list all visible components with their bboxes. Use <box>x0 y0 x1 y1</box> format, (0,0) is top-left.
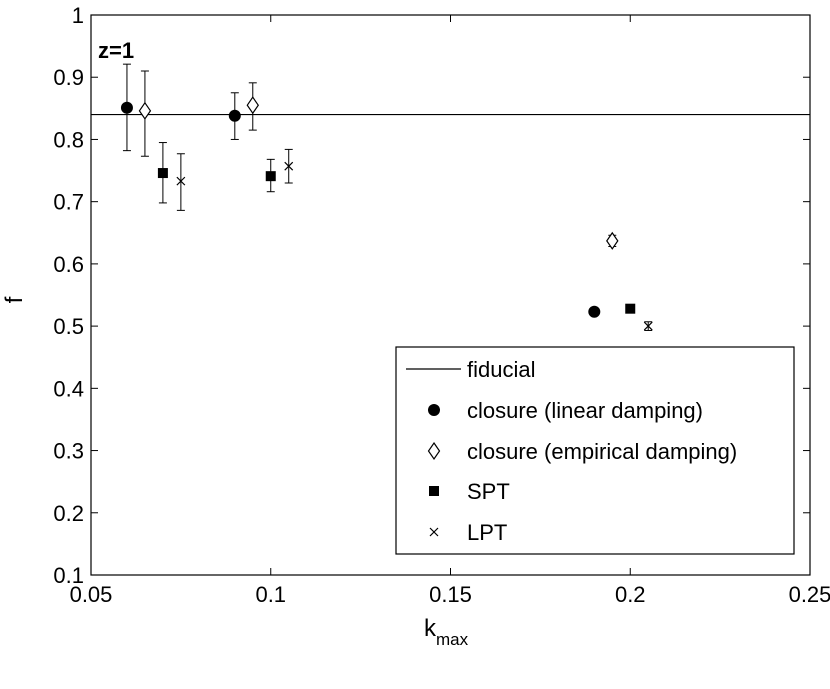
data-point <box>643 321 653 331</box>
y-tick-label: 0.9 <box>53 65 84 90</box>
axis-ticks: 0.05 0.1 0.15 0.2 0.250.10.20.30.40.50.60.70… <box>53 3 830 607</box>
point-marker <box>588 305 601 318</box>
point-marker <box>284 161 294 171</box>
data-point <box>157 142 168 204</box>
data-point <box>625 303 636 314</box>
data-point <box>228 92 241 140</box>
legend-label: closure (empirical damping) <box>467 439 737 464</box>
y-tick-label: 0.8 <box>53 127 84 152</box>
point-marker <box>625 303 636 314</box>
data-point <box>120 63 133 152</box>
point-marker <box>643 321 653 331</box>
x-tick-label: 0.25 <box>789 582 830 607</box>
data-point <box>588 305 601 318</box>
legend-label: closure (linear damping) <box>467 398 703 423</box>
y-tick-label: 0.6 <box>53 252 84 277</box>
point-marker <box>246 96 260 115</box>
data-points <box>120 63 653 331</box>
y-tick-label: 0.7 <box>53 190 84 215</box>
y-tick-label: 0.4 <box>53 376 84 401</box>
legend: fiducial closure (linear damping) closure … <box>395 346 795 555</box>
legend-label: fiducial <box>467 357 535 382</box>
point-marker <box>157 168 168 179</box>
y-tick-label: 0.2 <box>53 501 84 526</box>
point-marker <box>138 101 152 120</box>
y-tick-label: 0.1 <box>53 563 84 588</box>
legend-swatch <box>429 486 439 496</box>
x-axis-label-sub: max <box>436 630 469 649</box>
legend-swatch <box>427 441 441 461</box>
y-tick-label: 0.5 <box>53 314 84 339</box>
data-point <box>246 82 260 131</box>
x-tick-label: 0.05 <box>70 582 113 607</box>
point-marker <box>120 101 133 114</box>
annotation-label: z=1 <box>98 38 134 63</box>
data-point <box>138 70 152 157</box>
y-tick-label: 0.3 <box>53 439 84 464</box>
data-point <box>606 231 619 250</box>
legend-items: fiducial closure (linear damping) closure … <box>406 357 737 545</box>
legend-label: LPT <box>467 520 507 545</box>
legend-label: SPT <box>467 479 510 504</box>
point-marker <box>606 231 619 250</box>
x-axis-label: kmax <box>424 615 469 649</box>
legend-swatch <box>428 404 440 416</box>
x-axis-label-base: k <box>424 615 437 642</box>
point-marker <box>265 171 276 182</box>
data-point <box>265 158 276 193</box>
point-marker <box>228 109 241 122</box>
y-axis-label: f <box>1 296 28 303</box>
legend-box <box>395 346 795 555</box>
x-tick-label: 0.2 <box>615 582 646 607</box>
x-tick-label: 0.1 <box>255 582 286 607</box>
x-tick-label: 0.15 <box>429 582 472 607</box>
legend-swatch <box>429 527 439 537</box>
y-tick-label: 1 <box>72 3 84 28</box>
data-point <box>284 148 294 184</box>
data-point <box>176 153 186 211</box>
point-marker <box>176 176 186 186</box>
